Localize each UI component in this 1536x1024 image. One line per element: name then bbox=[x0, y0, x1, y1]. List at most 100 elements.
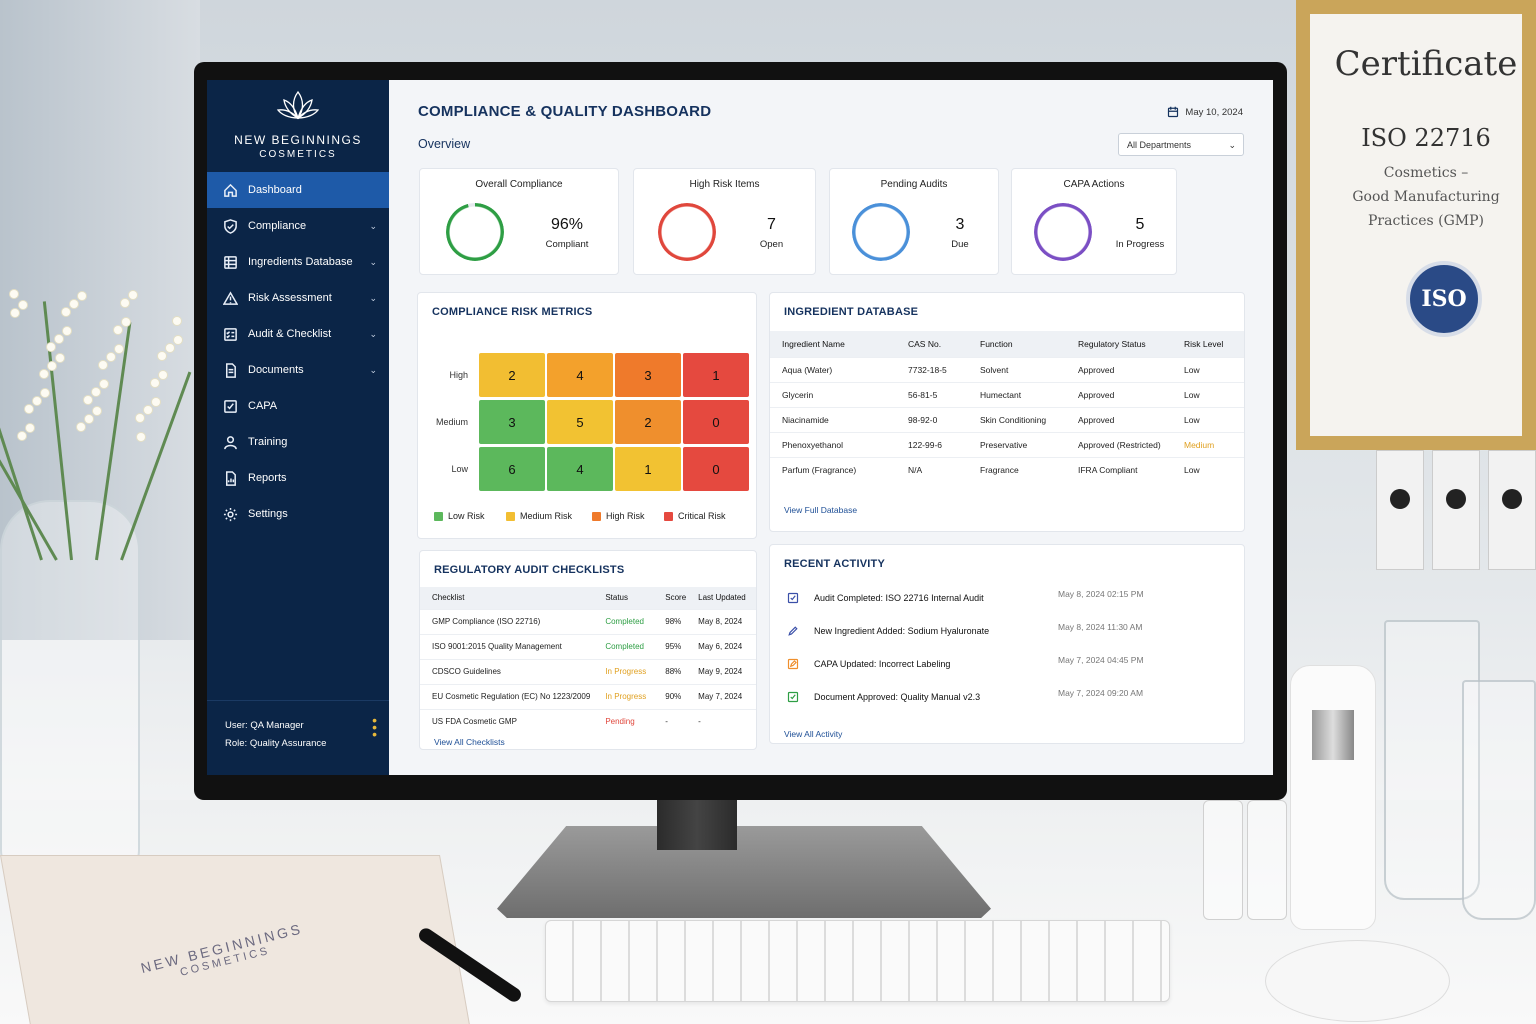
sidebar-item-settings[interactable]: Settings bbox=[207, 496, 389, 532]
user-menu-icon[interactable]: • • • bbox=[372, 712, 377, 742]
view-all-activity-link[interactable]: View All Activity bbox=[784, 729, 843, 739]
column-header[interactable]: CAS No. bbox=[896, 331, 968, 357]
column-header[interactable]: Function bbox=[968, 331, 1066, 357]
risk-cell[interactable]: 4 bbox=[547, 447, 613, 491]
risk-cell[interactable]: 0 bbox=[683, 400, 749, 444]
activity-item[interactable]: New Ingredient Added: Sodium Hyaluronate bbox=[786, 624, 989, 638]
checklist-icon bbox=[223, 327, 237, 341]
column-header[interactable]: Checklist bbox=[420, 587, 594, 609]
table-row[interactable]: ISO 9001:2015 Quality Management Complete… bbox=[420, 633, 756, 659]
checklist-score: 95% bbox=[653, 633, 687, 659]
risk-cell[interactable]: 3 bbox=[615, 353, 681, 397]
checklist-score: 90% bbox=[653, 683, 687, 709]
sidebar-item-audit-checklist[interactable]: Audit & Checklist ⌄ bbox=[207, 316, 389, 352]
activity-item[interactable]: Document Approved: Quality Manual v2.3 bbox=[786, 690, 980, 704]
view-full-database-link[interactable]: View Full Database bbox=[784, 505, 858, 515]
flower-blossom bbox=[173, 317, 181, 325]
sidebar-item-dashboard[interactable]: Dashboard bbox=[207, 172, 389, 208]
kpi-card-pending-audits[interactable]: Pending Audits 3 Due bbox=[829, 168, 999, 275]
column-header[interactable]: Risk Level bbox=[1172, 331, 1244, 357]
flower-blossom bbox=[159, 371, 167, 379]
view-all-checklists-link[interactable]: View All Checklists bbox=[434, 737, 505, 747]
brand-name: NEW BEGINNINGS bbox=[234, 133, 362, 147]
risk-cell[interactable]: 1 bbox=[683, 353, 749, 397]
table-row[interactable]: Aqua (Water) 7732-18-5 Solvent Approved Low bbox=[770, 356, 1244, 382]
flower-blossom bbox=[10, 290, 18, 298]
table-cell: Fragrance bbox=[968, 456, 1066, 482]
flower-blossom bbox=[48, 362, 56, 370]
current-date: May 10, 2024 bbox=[1185, 106, 1243, 118]
risk-cell[interactable]: 6 bbox=[479, 447, 545, 491]
mouse bbox=[1265, 940, 1450, 1022]
kpi-ring bbox=[658, 203, 716, 261]
activity-item[interactable]: CAPA Updated: Incorrect Labeling bbox=[786, 657, 950, 671]
risk-cell[interactable]: 1 bbox=[615, 447, 681, 491]
certificate-subtitle-line: Practices (GMP) bbox=[1367, 212, 1485, 229]
flower-blossom bbox=[122, 318, 130, 326]
activity-item[interactable]: Audit Completed: ISO 22716 Internal Audi… bbox=[786, 591, 984, 605]
binder bbox=[1488, 450, 1536, 570]
kpi-card-overall-compliance[interactable]: Overall Compliance 96% Compliant bbox=[419, 168, 619, 275]
kpi-card-capa-actions[interactable]: CAPA Actions 5 In Progress bbox=[1011, 168, 1177, 275]
table-cell: Aqua (Water) bbox=[770, 356, 896, 382]
checklist-status: In Progress bbox=[593, 658, 654, 684]
sidebar-item-risk-assessment[interactable]: Risk Assessment ⌄ bbox=[207, 280, 389, 316]
table-row[interactable]: CDSCO Guidelines In Progress 88% May 9, 202… bbox=[420, 658, 756, 684]
table-row[interactable]: US FDA Cosmetic GMP Pending - - bbox=[420, 708, 756, 734]
table-cell: Low bbox=[1172, 356, 1244, 382]
checklist-score: - bbox=[653, 708, 687, 734]
table-row[interactable]: Phenoxyethanol 122-99-6 Preservative Approv… bbox=[770, 431, 1244, 457]
sidebar-item-training[interactable]: Training bbox=[207, 424, 389, 460]
risk-cell[interactable]: 0 bbox=[683, 447, 749, 491]
risk-cell[interactable]: 5 bbox=[547, 400, 613, 444]
home-icon bbox=[221, 181, 239, 199]
column-header[interactable]: Ingredient Name bbox=[770, 331, 896, 357]
flower-blossom bbox=[114, 326, 122, 334]
legend-swatch bbox=[592, 511, 601, 521]
table-row[interactable]: Parfum (Fragrance) N/A Fragrance IFRA Compl… bbox=[770, 456, 1244, 482]
checklist-updated: - bbox=[686, 708, 756, 734]
table-row[interactable]: Niacinamide 98-92-0 Skin Conditioning Appro… bbox=[770, 406, 1244, 432]
table-row[interactable]: EU Cosmetic Regulation (EC) No 1223/2009… bbox=[420, 683, 756, 709]
column-header[interactable]: Score bbox=[653, 587, 687, 609]
sidebar-item-capa[interactable]: CAPA bbox=[207, 388, 389, 424]
kpi-ring bbox=[852, 203, 910, 261]
dropper-bottle bbox=[1203, 800, 1243, 920]
checklist-status: Pending bbox=[593, 708, 654, 734]
department-select[interactable]: All Departments ⌄ bbox=[1118, 133, 1244, 156]
shield-icon bbox=[223, 218, 237, 234]
sidebar-item-ingredients-database[interactable]: Ingredients Database ⌄ bbox=[207, 244, 389, 280]
flower-blossom bbox=[174, 336, 182, 344]
sidebar-item-documents[interactable]: Documents ⌄ bbox=[207, 352, 389, 388]
kpi-card-high-risk-items[interactable]: High Risk Items 7 Open bbox=[633, 168, 816, 275]
ingredient-database-title: INGREDIENT DATABASE bbox=[784, 306, 919, 318]
risk-cell[interactable]: 3 bbox=[479, 400, 545, 444]
table-row[interactable]: Glycerin 56-81-5 Humectant Approved Low bbox=[770, 381, 1244, 407]
risk-cell[interactable]: 2 bbox=[615, 400, 681, 444]
column-header[interactable]: Status bbox=[593, 587, 654, 609]
column-header[interactable]: Regulatory Status bbox=[1066, 331, 1172, 357]
sidebar-item-label: Compliance bbox=[248, 220, 307, 232]
certificate-subtitle-line: Good Manufacturing bbox=[1352, 188, 1500, 205]
column-header[interactable]: Last Updated bbox=[686, 587, 756, 609]
certificate-title: Certificate bbox=[1334, 44, 1518, 84]
certificate-frame: Certificate ISO 22716 Cosmetics – Good M… bbox=[1296, 0, 1536, 450]
sidebar-item-reports[interactable]: Reports bbox=[207, 460, 389, 496]
keyboard bbox=[545, 920, 1170, 1002]
monitor-stand-neck bbox=[657, 790, 737, 850]
user-info: User: QA Manager Role: Quality Assurance… bbox=[207, 700, 389, 753]
gear-icon bbox=[221, 505, 239, 523]
kpi-ring bbox=[446, 203, 504, 261]
table-row[interactable]: GMP Compliance (ISO 22716) Completed 98% Ma… bbox=[420, 608, 756, 634]
binders bbox=[1376, 450, 1536, 570]
risk-cell[interactable]: 4 bbox=[547, 353, 613, 397]
sidebar-item-label: Audit & Checklist bbox=[248, 328, 332, 340]
legend-label: Critical Risk bbox=[678, 511, 726, 521]
edit-icon bbox=[787, 658, 799, 670]
risk-cell[interactable]: 2 bbox=[479, 353, 545, 397]
home-icon bbox=[223, 183, 237, 197]
report-icon bbox=[221, 469, 239, 487]
overview-label: Overview bbox=[418, 137, 471, 151]
sidebar-item-compliance[interactable]: Compliance ⌄ bbox=[207, 208, 389, 244]
